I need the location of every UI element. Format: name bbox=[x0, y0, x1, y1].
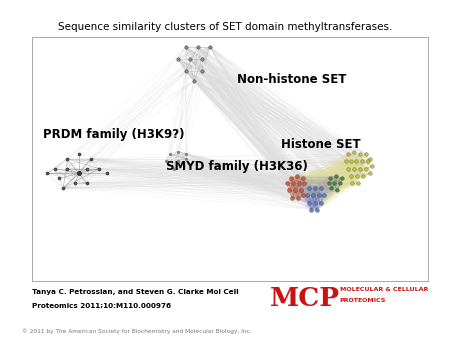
Point bbox=[360, 173, 367, 178]
Point bbox=[337, 180, 344, 186]
Point bbox=[363, 151, 370, 157]
Point bbox=[284, 180, 291, 186]
Point bbox=[308, 207, 315, 213]
Point bbox=[347, 159, 355, 164]
Text: Tanya C. Petrossian, and Steven G. Clarke Mol Cell: Tanya C. Petrossian, and Steven G. Clark… bbox=[32, 289, 238, 295]
Text: © 2011 by The American Society for Biochemistry and Molecular Biology, Inc.: © 2011 by The American Society for Bioch… bbox=[22, 329, 252, 334]
Point bbox=[175, 149, 182, 154]
Text: Sequence similarity clusters of SET domain methyltransferases.: Sequence similarity clusters of SET doma… bbox=[58, 22, 392, 32]
Point bbox=[313, 207, 320, 213]
Point bbox=[309, 193, 316, 198]
Text: PRDM family (H3K9?): PRDM family (H3K9?) bbox=[43, 128, 185, 141]
Point bbox=[305, 185, 312, 191]
Point bbox=[315, 193, 322, 198]
Point bbox=[299, 193, 306, 198]
Point bbox=[63, 156, 71, 162]
Point bbox=[83, 180, 90, 186]
Point bbox=[363, 166, 370, 171]
Text: MCP: MCP bbox=[270, 286, 340, 311]
Point bbox=[300, 180, 307, 186]
Point bbox=[291, 188, 298, 193]
Point bbox=[285, 188, 292, 193]
Point bbox=[356, 166, 364, 171]
Point bbox=[317, 185, 324, 191]
Point bbox=[63, 166, 71, 171]
Point bbox=[369, 164, 376, 169]
Point bbox=[198, 56, 205, 62]
Point bbox=[356, 151, 364, 157]
Point bbox=[331, 180, 338, 186]
Point bbox=[366, 171, 373, 176]
Text: PROTEOMICS: PROTEOMICS bbox=[340, 298, 386, 303]
Point bbox=[353, 173, 360, 178]
Point bbox=[347, 173, 355, 178]
Point bbox=[349, 180, 356, 186]
Point bbox=[353, 159, 360, 164]
Text: Histone SET: Histone SET bbox=[281, 138, 360, 151]
Point bbox=[171, 166, 178, 171]
Point bbox=[182, 151, 189, 157]
Point bbox=[345, 151, 352, 157]
Point bbox=[76, 171, 83, 176]
Point bbox=[194, 44, 202, 50]
Point bbox=[206, 44, 213, 50]
Point bbox=[56, 176, 63, 181]
Point bbox=[366, 156, 373, 162]
Point bbox=[289, 180, 297, 186]
Point bbox=[103, 171, 110, 176]
Point bbox=[76, 151, 83, 157]
Point bbox=[198, 69, 205, 74]
Text: Non-histone SET: Non-histone SET bbox=[238, 73, 347, 86]
Point bbox=[311, 185, 318, 191]
Point bbox=[355, 180, 362, 186]
Point bbox=[333, 188, 341, 193]
Point bbox=[317, 200, 324, 206]
Point bbox=[190, 78, 198, 84]
Point bbox=[297, 188, 304, 193]
Point bbox=[59, 185, 67, 191]
Point bbox=[339, 176, 346, 181]
Point bbox=[303, 193, 310, 198]
Point bbox=[311, 200, 318, 206]
Point bbox=[166, 151, 174, 157]
Point bbox=[175, 56, 182, 62]
Point bbox=[44, 171, 51, 176]
Text: SMYD family (H3K36): SMYD family (H3K36) bbox=[166, 160, 308, 173]
Point bbox=[364, 159, 372, 164]
Point bbox=[295, 180, 302, 186]
Point bbox=[293, 173, 301, 178]
Point bbox=[345, 166, 352, 171]
Point bbox=[175, 159, 182, 164]
Point bbox=[182, 44, 189, 50]
Point bbox=[351, 149, 358, 154]
Point bbox=[182, 156, 189, 162]
Point bbox=[288, 195, 296, 200]
Text: MOLECULAR & CELLULAR: MOLECULAR & CELLULAR bbox=[340, 287, 428, 292]
Point bbox=[320, 193, 327, 198]
Point bbox=[299, 176, 306, 181]
Point bbox=[83, 166, 90, 171]
Point bbox=[359, 159, 366, 164]
Point bbox=[342, 159, 349, 164]
Point bbox=[95, 166, 103, 171]
Point bbox=[182, 69, 189, 74]
Point bbox=[333, 173, 340, 178]
Point bbox=[351, 166, 358, 171]
Point bbox=[305, 200, 312, 206]
Point bbox=[186, 56, 194, 62]
Point bbox=[327, 176, 334, 181]
Point bbox=[52, 166, 59, 171]
Point bbox=[72, 180, 79, 186]
Point bbox=[162, 159, 170, 164]
Point bbox=[328, 185, 335, 191]
Point bbox=[294, 195, 301, 200]
Point bbox=[325, 180, 332, 186]
Point bbox=[287, 176, 294, 181]
Point bbox=[87, 156, 94, 162]
Text: Proteomics 2011;10:M110.000976: Proteomics 2011;10:M110.000976 bbox=[32, 303, 171, 309]
